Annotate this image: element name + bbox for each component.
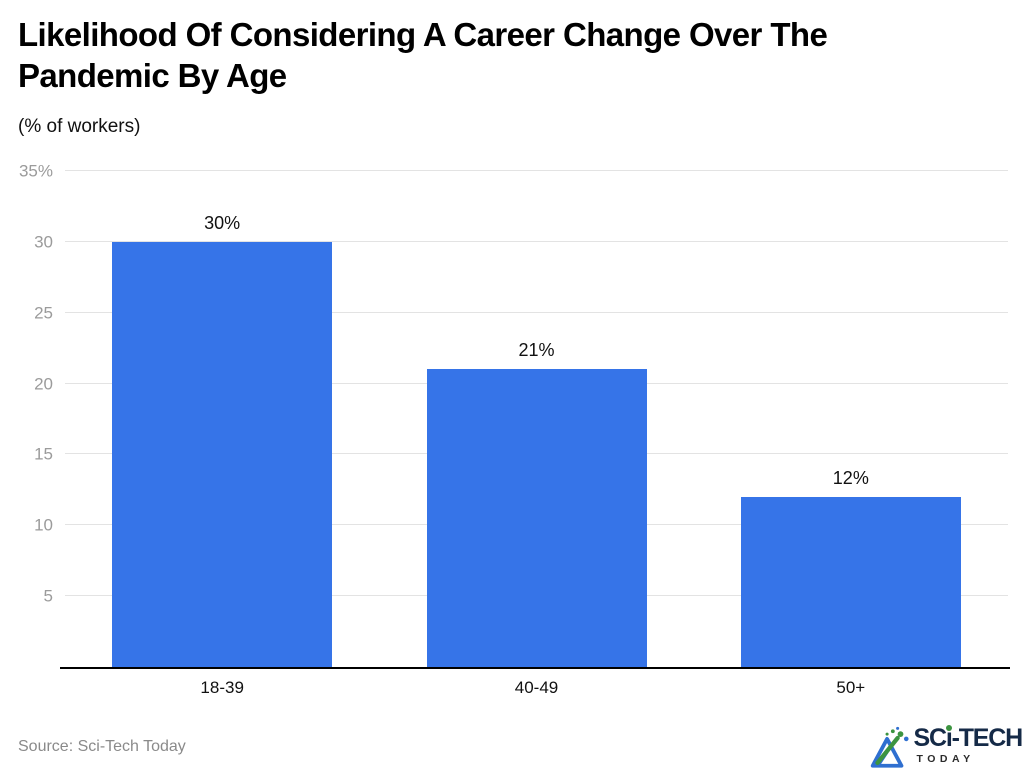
source-note: Source: Sci-Tech Today [18,738,186,755]
logo-wordmark-i: i [945,724,953,752]
logo-wordmark-post: -TECH [951,724,1024,752]
chart-subtitle: (% of workers) [18,116,141,137]
logo-wordmark: SCi-TECH [913,724,1024,752]
y-tick-label-15: 15 [34,444,53,464]
logo-wordmark-pre: SC [913,724,948,752]
grid-line-35 [65,170,1008,171]
y-tick-label-5: 5 [43,586,53,606]
y-tick-label-10: 10 [34,515,53,535]
scitech-logo-icon [870,726,909,768]
y-axis-labels: 35% 30 25 20 15 10 5 [0,163,55,667]
chart-title-line2: Pandemic By Age [18,57,287,94]
grid-line-30 [65,240,1008,242]
x-axis-line [60,667,1010,669]
chart-title: Likelihood Of Considering A Career Chang… [18,14,828,96]
bar-18-39 [112,241,333,667]
bar-value-label-40-49: 21% [518,340,555,361]
scitech-logo-text: SCi-TECH TODAY [913,724,1024,765]
bar-50+ [740,496,961,667]
y-tick-label-35: 35% [18,161,53,181]
y-tick-label-20: 20 [34,374,53,394]
chart-title-line1: Likelihood Of Considering A Career Chang… [18,16,828,53]
x-tick-label-50+: 50+ [836,678,866,697]
x-tick-label-18-39: 18-39 [200,678,244,697]
bar-chart-plot-area: 30% 21% 12% [60,170,1010,669]
x-tick-label-40-49: 40-49 [514,678,559,697]
y-tick-label-30: 30 [34,232,53,252]
bar-40-49 [426,369,647,667]
grid-line-25 [65,311,1008,313]
bar-value-label-18-39: 30% [204,212,241,233]
logo-tagline: TODAY [916,753,975,765]
y-tick-label-25: 25 [34,303,53,323]
bar-value-label-50+: 12% [832,467,869,488]
scitech-logo: SCi-TECH TODAY [866,724,1024,772]
x-axis-labels: 18-39 40-49 50+ [65,678,1008,702]
